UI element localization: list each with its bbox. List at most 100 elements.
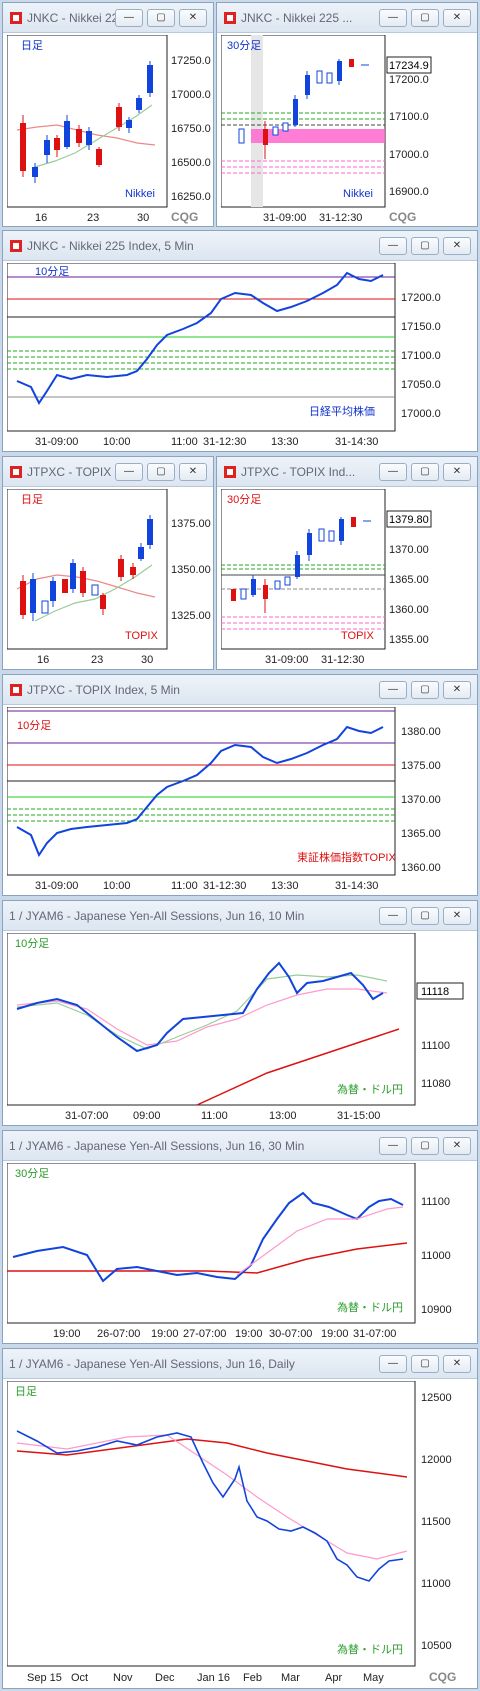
y-tick: 17100.0: [389, 111, 429, 123]
y-tick: 17200.0: [401, 292, 441, 304]
close-button[interactable]: ✕: [179, 462, 207, 481]
price-chart[interactable]: 10分足 為替・ドル円 11118 11100 11080 31-07:00 0…: [7, 933, 475, 1123]
restore-button[interactable]: ▢: [147, 8, 175, 27]
minimize-button[interactable]: —: [115, 8, 143, 27]
last-price-label: 1379.80: [389, 514, 429, 526]
window-topix-5min: JTPXC - TOPIX Index, 5 Min — ▢ ✕ 10分足 東証…: [2, 674, 478, 896]
y-tick: 16750.0: [171, 123, 211, 135]
price-chart[interactable]: 日足 為替・ドル円 12500 12000 11500 11000 10500 …: [7, 1381, 475, 1686]
period-label: 10分足: [15, 937, 49, 950]
cqg-app-icon: [224, 11, 236, 24]
restore-button[interactable]: ▢: [147, 462, 175, 481]
candles: [20, 61, 153, 183]
minimize-button[interactable]: —: [379, 680, 407, 699]
titlebar[interactable]: JTPXC - TOPIX Ind... — ▢ ✕: [217, 457, 477, 487]
y-tick: 16900.0: [389, 186, 429, 198]
y-tick: 17100.0: [401, 350, 441, 362]
window-title: JNKC - Nikkei 225 ...: [241, 10, 353, 25]
minimize-button[interactable]: —: [379, 236, 407, 255]
cqg-app-icon: [224, 465, 236, 478]
price-chart[interactable]: 30分足 TOPIX 1379.80 1370.00 1365.00: [221, 489, 475, 667]
restore-button[interactable]: ▢: [411, 462, 439, 481]
period-label: 10分足: [35, 265, 69, 278]
price-chart[interactable]: 30分足 Nikkei 17234.9 17200.0 17100.0 1700…: [221, 35, 475, 224]
x-tick: 16: [37, 654, 49, 666]
y-tick: 11500: [421, 1516, 451, 1528]
price-chart[interactable]: 日足 TOPIX 1375.00 1350.00 1325.0: [7, 489, 211, 667]
minimize-button[interactable]: —: [379, 8, 407, 27]
x-tick: 31-12:30: [203, 880, 246, 892]
y-tick: 10500: [421, 1640, 452, 1652]
price-chart[interactable]: 10分足 日経平均株価 17200.0 17150.0 17100.0 1705…: [7, 263, 475, 449]
price-chart[interactable]: 10分足 東証株価指数TOPIX 1380.00 1375.00 1370.00…: [7, 707, 475, 893]
y-tick: 12000: [421, 1454, 452, 1466]
x-tick: 19:00: [235, 1328, 263, 1340]
x-tick: 31-12:30: [321, 654, 364, 666]
x-tick: 31-09:00: [265, 654, 308, 666]
period-label: 日足: [21, 494, 43, 506]
window-title: JTPXC - TOPIX Index, 5 Min: [27, 682, 180, 697]
x-tick: 31-14:30: [335, 880, 378, 892]
close-button[interactable]: ✕: [443, 462, 471, 481]
cqg-app-icon: [10, 11, 22, 24]
minimize-button[interactable]: —: [379, 1354, 407, 1373]
titlebar[interactable]: JNKC - Nikkei 22... — ▢ ✕: [3, 3, 213, 33]
x-tick: 23: [87, 212, 99, 224]
close-button[interactable]: ✕: [443, 680, 471, 699]
titlebar[interactable]: 1 / JYAM6 - Japanese Yen-All Sessions, J…: [3, 1131, 477, 1161]
titlebar[interactable]: JNKC - Nikkei 225 Index, 5 Min — ▢ ✕: [3, 231, 477, 261]
window-title: 1 / JYAM6 - Japanese Yen-All Sessions, J…: [9, 1356, 295, 1371]
close-button[interactable]: ✕: [443, 8, 471, 27]
price-chart[interactable]: 日足 Nikkei 17250.0 17000.0 16750.0: [7, 35, 211, 224]
window-title: JNKC - Nikkei 22...: [27, 10, 115, 25]
window-title: JTPXC - TOPIX Ind...: [241, 464, 356, 479]
restore-button[interactable]: ▢: [411, 8, 439, 27]
restore-button[interactable]: ▢: [411, 680, 439, 699]
minimize-button[interactable]: —: [379, 1136, 407, 1155]
y-tick: 17200.0: [389, 74, 429, 86]
source-label: 為替・ドル円: [337, 1082, 403, 1096]
x-tick: 09:00: [133, 1110, 161, 1122]
y-tick: 17000.0: [401, 408, 441, 420]
close-button[interactable]: ✕: [443, 236, 471, 255]
minimize-button[interactable]: —: [115, 462, 143, 481]
close-button[interactable]: ✕: [443, 1136, 471, 1155]
x-tick: 13:30: [271, 436, 299, 448]
x-tick: 13:30: [271, 880, 299, 892]
restore-button[interactable]: ▢: [411, 236, 439, 255]
period-label: 30分足: [15, 1167, 49, 1180]
close-button[interactable]: ✕: [179, 8, 207, 27]
x-tick: 31-15:00: [337, 1110, 380, 1122]
window-title: JTPXC - TOPIX In...: [27, 464, 115, 479]
y-tick: 1375.00: [401, 760, 441, 772]
titlebar[interactable]: 1 / JYAM6 - Japanese Yen-All Sessions, J…: [3, 901, 477, 931]
restore-button[interactable]: ▢: [411, 1136, 439, 1155]
window-yen-30min: 1 / JYAM6 - Japanese Yen-All Sessions, J…: [2, 1130, 478, 1344]
window-nikkei-30min: JNKC - Nikkei 225 ... — ▢ ✕ 30分足 Nikkei: [216, 2, 478, 227]
restore-button[interactable]: ▢: [411, 1354, 439, 1373]
titlebar[interactable]: JTPXC - TOPIX In... — ▢ ✕: [3, 457, 213, 487]
minimize-button[interactable]: —: [379, 462, 407, 481]
x-tick: May: [363, 1672, 384, 1684]
titlebar[interactable]: JTPXC - TOPIX Index, 5 Min — ▢ ✕: [3, 675, 477, 705]
price-chart[interactable]: 30分足 為替・ドル円 11100 11000 10900 19:00 26-0…: [7, 1163, 475, 1341]
x-tick: 11:00: [171, 880, 198, 892]
candles: [20, 515, 153, 621]
close-button[interactable]: ✕: [443, 906, 471, 925]
close-button[interactable]: ✕: [443, 1354, 471, 1373]
titlebar[interactable]: JNKC - Nikkei 225 ... — ▢ ✕: [217, 3, 477, 33]
minimize-button[interactable]: —: [379, 906, 407, 925]
x-tick: Nov: [113, 1672, 133, 1684]
x-tick: 31-07:00: [353, 1328, 396, 1340]
period-label: 日足: [21, 40, 43, 52]
x-tick: Oct: [71, 1672, 88, 1684]
cqg-logo: CQG: [171, 210, 198, 224]
window-nikkei-daily: JNKC - Nikkei 22... — ▢ ✕ 日足 Nikkei: [2, 2, 214, 227]
y-tick: 11100: [421, 1040, 450, 1052]
restore-button[interactable]: ▢: [411, 906, 439, 925]
cqg-app-icon: [10, 683, 22, 696]
y-tick: 12500: [421, 1392, 452, 1404]
x-tick: 11:00: [171, 436, 198, 448]
y-tick: 17250.0: [171, 55, 211, 67]
titlebar[interactable]: 1 / JYAM6 - Japanese Yen-All Sessions, J…: [3, 1349, 477, 1379]
